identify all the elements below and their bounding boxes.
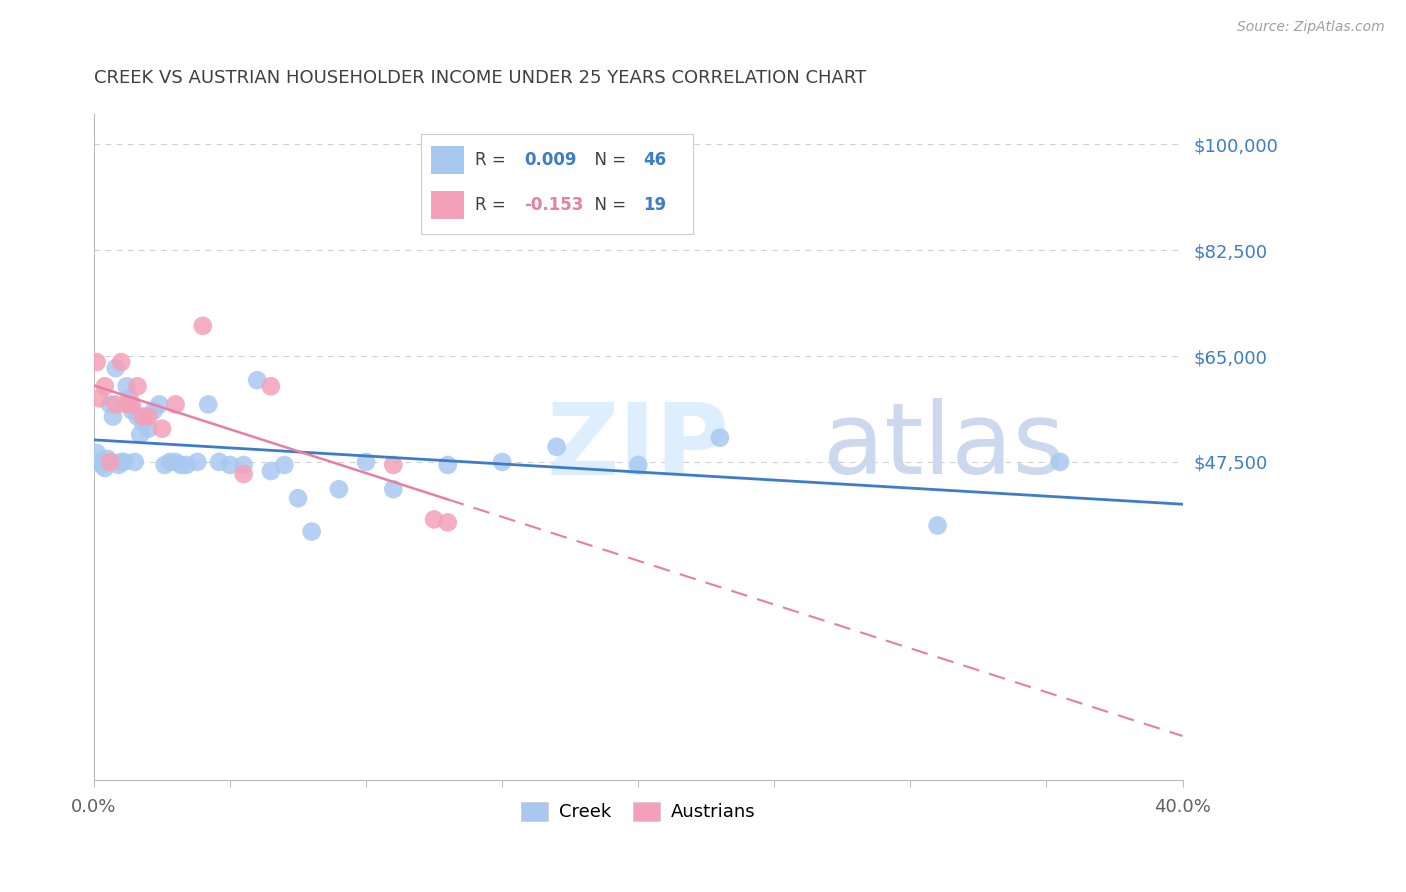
Point — [436, 516, 458, 530]
Point — [129, 427, 152, 442]
Point — [112, 455, 135, 469]
Point — [423, 512, 446, 526]
Point — [197, 397, 219, 411]
Point — [165, 455, 187, 469]
Point — [94, 379, 117, 393]
Point — [546, 440, 568, 454]
Point — [110, 455, 132, 469]
Point — [176, 458, 198, 472]
Point — [491, 455, 513, 469]
Point — [191, 318, 214, 333]
Point — [132, 416, 155, 430]
Text: Source: ZipAtlas.com: Source: ZipAtlas.com — [1237, 20, 1385, 34]
Point — [96, 451, 118, 466]
Point — [260, 464, 283, 478]
Point — [132, 409, 155, 424]
Point — [260, 379, 283, 393]
Point — [287, 491, 309, 506]
Point — [232, 458, 254, 472]
Point — [107, 458, 129, 472]
Point — [124, 455, 146, 469]
Point — [91, 458, 114, 472]
Point — [301, 524, 323, 539]
Point — [165, 397, 187, 411]
Point — [382, 482, 405, 496]
Point — [104, 397, 127, 411]
Point — [121, 397, 143, 411]
Point — [219, 458, 242, 472]
Point — [328, 482, 350, 496]
Point — [86, 446, 108, 460]
Point — [354, 455, 377, 469]
Point — [98, 397, 121, 411]
Text: ZIP: ZIP — [547, 399, 730, 495]
Point — [927, 518, 949, 533]
Point — [273, 458, 295, 472]
Point — [127, 409, 149, 424]
Point — [101, 409, 124, 424]
Point — [142, 403, 165, 417]
Point — [118, 392, 141, 406]
Point — [138, 409, 160, 424]
Point — [159, 455, 181, 469]
Point — [186, 455, 208, 469]
Point — [98, 455, 121, 469]
Point — [121, 403, 143, 417]
Point — [232, 467, 254, 481]
Point — [138, 422, 160, 436]
Point — [115, 379, 138, 393]
Point — [127, 379, 149, 393]
Point — [150, 422, 173, 436]
Point — [170, 458, 193, 472]
Point — [86, 355, 108, 369]
Point — [246, 373, 269, 387]
Point — [104, 361, 127, 376]
Point — [208, 455, 231, 469]
Point — [94, 461, 117, 475]
Text: CREEK VS AUSTRIAN HOUSEHOLDER INCOME UNDER 25 YEARS CORRELATION CHART: CREEK VS AUSTRIAN HOUSEHOLDER INCOME UND… — [94, 70, 866, 87]
Point — [115, 397, 138, 411]
Legend: Creek, Austrians: Creek, Austrians — [512, 793, 765, 830]
Point — [110, 355, 132, 369]
Point — [148, 397, 170, 411]
Point — [1049, 455, 1071, 469]
Point — [89, 455, 111, 469]
Point — [436, 458, 458, 472]
Point — [153, 458, 176, 472]
Point — [709, 431, 731, 445]
Point — [627, 458, 650, 472]
Point — [89, 392, 111, 406]
Text: atlas: atlas — [824, 399, 1064, 495]
Point — [382, 458, 405, 472]
